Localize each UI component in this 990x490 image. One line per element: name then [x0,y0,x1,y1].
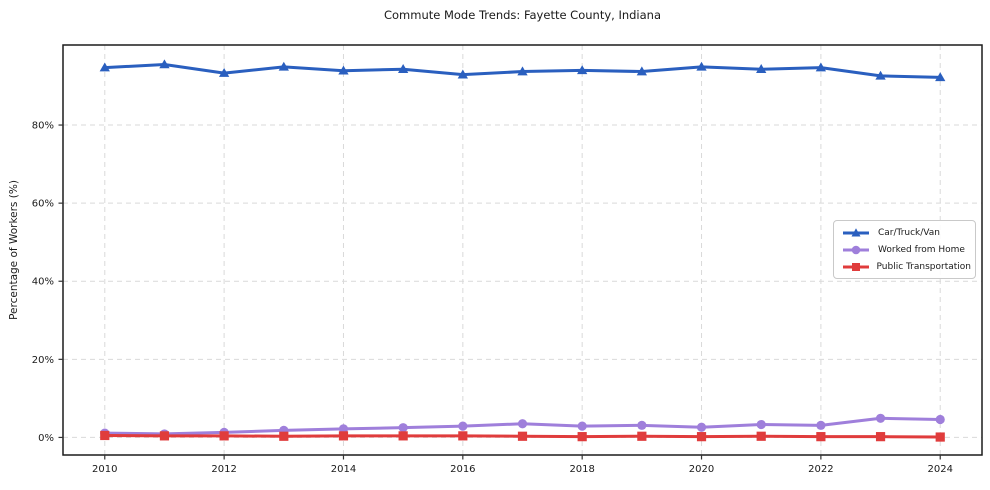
square-marker [935,432,945,442]
x-tick-label: 2018 [569,464,594,475]
x-tick-label: 2012 [211,464,236,475]
square-marker [577,432,587,442]
triangle-marker [815,62,827,72]
chart-title: Commute Mode Trends: Fayette County, Ind… [383,8,662,22]
square-marker [398,431,408,441]
x-tick-label: 2024 [928,464,953,475]
triangle-marker [577,65,588,75]
triangle-marker [875,70,886,80]
y-tick-label: 60% [32,199,54,210]
circle-marker [458,421,468,431]
triangle-marker [517,66,528,76]
legend-label: Worked from Home [878,244,965,255]
square-marker [875,432,886,442]
circle-marker [935,414,945,425]
square-marker [219,431,229,441]
triangle-marker [756,64,767,73]
legend-sample-circle-icon [843,245,869,254]
square-marker [637,431,647,441]
x-tick-label: 2010 [92,464,117,475]
circle-marker [696,422,707,432]
triangle-marker [457,69,468,79]
x-tick-label: 2022 [808,464,833,475]
legend-entry: Public Transportation [842,261,971,273]
legend-entry: Car/Truck/Van [842,227,971,239]
legend-entry: Worked from Home [842,244,971,256]
legend-label: Public Transportation [876,261,971,272]
legend-sample-triangle-icon [843,227,869,236]
triangle-marker [636,66,648,76]
square-marker [279,431,289,441]
triangle-marker [99,62,110,72]
triangle-marker [218,67,230,77]
x-tick-label: 2016 [450,464,475,475]
square-marker [517,431,528,441]
plot-border [62,44,983,456]
x-tick-label: 2014 [331,464,356,475]
circle-marker [517,419,528,429]
triangle-marker [159,59,170,69]
square-marker [100,430,110,441]
legend-sample-square-icon [843,262,869,271]
y-tick-label: 40% [32,277,54,288]
triangle-marker [338,65,349,75]
y-tick-label: 80% [32,121,54,132]
square-marker [696,432,707,442]
triangle-marker [278,61,289,71]
triangle-marker [935,72,946,82]
y-tick-label: 0% [38,433,54,444]
circle-marker [816,420,826,430]
triangle-marker [696,61,707,71]
y-tick-label: 20% [32,355,54,366]
circle-marker [338,424,349,434]
circle-marker [398,423,408,433]
legend: Car/Truck/Van Worked from Home Public Tran… [833,220,976,279]
x-tick-label: 2020 [689,464,714,475]
circle-marker [756,419,766,430]
legend-label: Car/Truck/Van [878,227,940,238]
square-marker [816,432,826,442]
square-marker [338,431,349,441]
circle-marker [875,413,886,423]
triangle-marker [397,64,409,73]
square-marker [756,431,766,441]
square-marker [458,431,468,441]
circle-marker [577,421,587,431]
circle-marker [637,420,647,430]
square-marker [159,431,170,441]
